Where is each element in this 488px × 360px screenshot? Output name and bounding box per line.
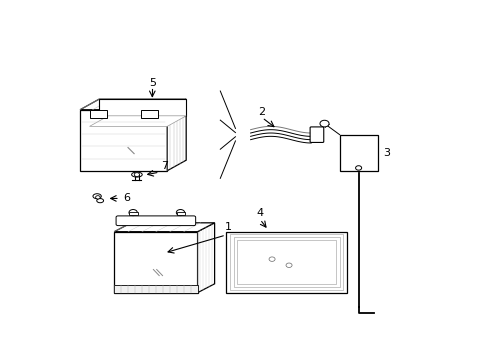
Text: 5: 5	[148, 78, 156, 88]
Bar	[225, 232, 346, 293]
Bar	[80, 110, 167, 171]
Circle shape	[134, 173, 139, 176]
Polygon shape	[167, 99, 186, 171]
Text: 6: 6	[122, 193, 130, 203]
Bar	[141, 110, 158, 118]
Circle shape	[129, 210, 137, 216]
Bar	[89, 110, 106, 118]
Text: 2: 2	[258, 107, 265, 117]
Bar	[114, 232, 197, 293]
FancyBboxPatch shape	[116, 216, 195, 226]
Bar	[114, 285, 197, 293]
Circle shape	[285, 263, 291, 267]
Text: 7: 7	[161, 161, 168, 171]
Ellipse shape	[97, 199, 103, 203]
Bar	[176, 212, 184, 215]
FancyBboxPatch shape	[309, 127, 323, 143]
Polygon shape	[89, 116, 186, 126]
Polygon shape	[80, 99, 186, 110]
Bar	[129, 212, 138, 215]
Circle shape	[96, 195, 100, 199]
Text: 4: 4	[256, 208, 263, 218]
Circle shape	[319, 120, 328, 127]
Bar	[229, 234, 343, 290]
Polygon shape	[114, 223, 214, 232]
Bar	[237, 240, 335, 284]
Polygon shape	[197, 223, 214, 293]
Text: 1: 1	[224, 222, 231, 232]
Polygon shape	[99, 99, 186, 116]
Bar	[339, 135, 377, 171]
Circle shape	[268, 257, 275, 261]
Ellipse shape	[131, 172, 142, 177]
Text: 3: 3	[383, 148, 389, 158]
Ellipse shape	[93, 194, 101, 199]
Bar	[233, 237, 339, 287]
Circle shape	[355, 166, 361, 170]
Circle shape	[176, 210, 184, 216]
